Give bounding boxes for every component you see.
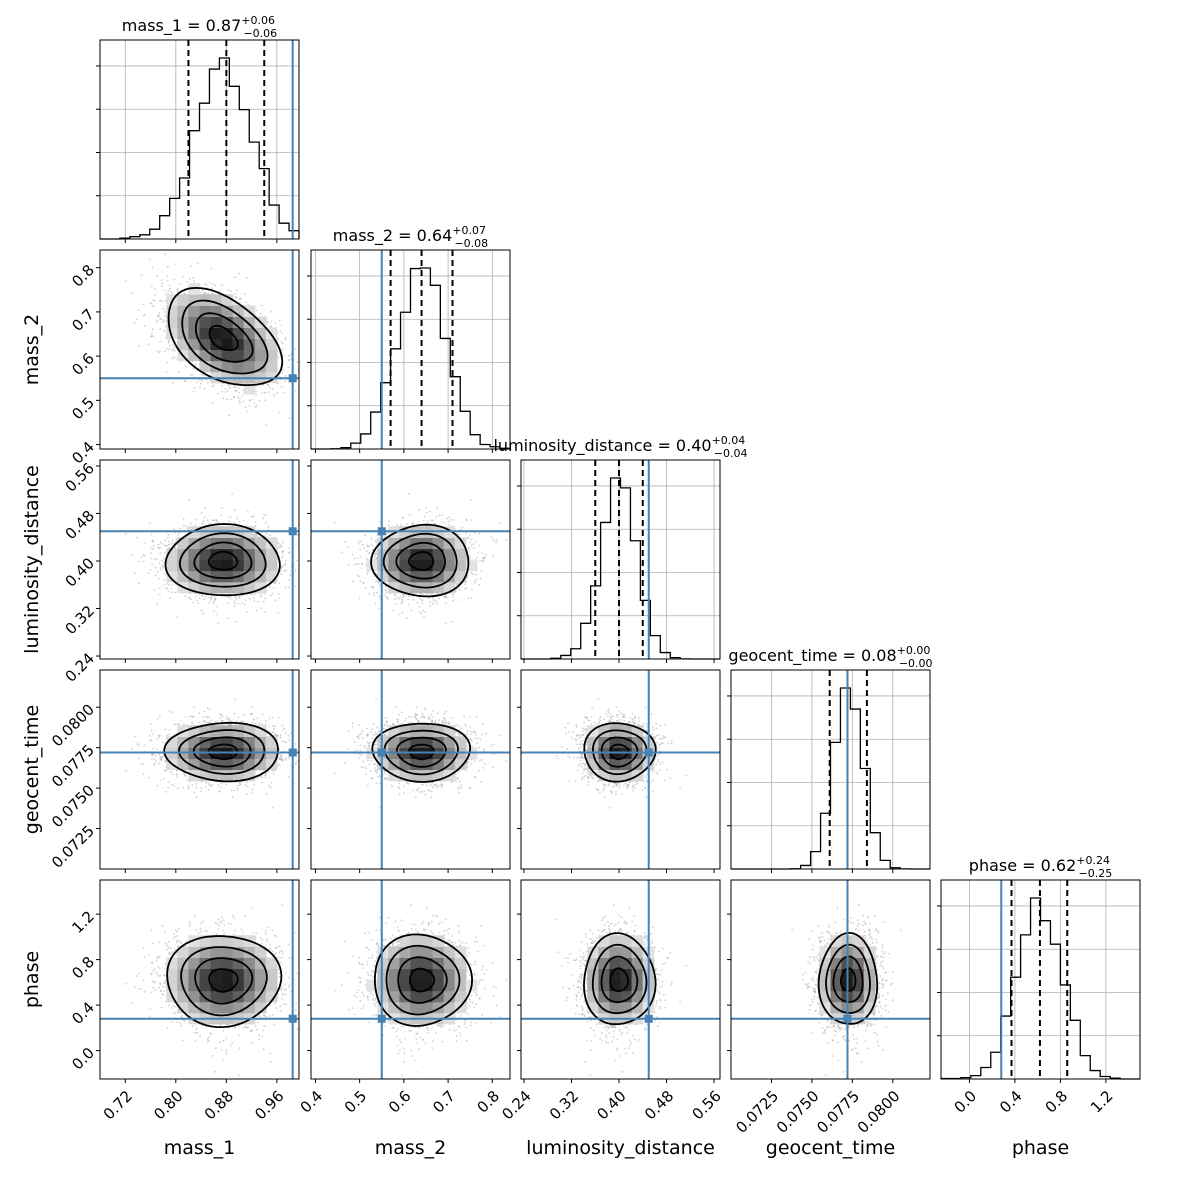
truth-marker — [288, 748, 297, 757]
xtick-label: 0.56 — [688, 1087, 724, 1123]
panel-luminosity_distance-vs-phase — [517, 879, 721, 1083]
contours — [167, 286, 284, 386]
panel-mass_1-vs-luminosity_distance — [96, 459, 300, 663]
histogram-phase — [940, 897, 1140, 1080]
diag-panel-phase: phase = 0.62+0.24 −0.25 — [937, 854, 1141, 1080]
xlabel-luminosity_distance: luminosity_distance — [526, 1137, 715, 1159]
xlabel-mass_1: mass_1 — [164, 1137, 236, 1159]
xtick-label: 0.88 — [201, 1087, 237, 1123]
ytick-label: 0.32 — [62, 602, 98, 638]
ytick-label: 0.8 — [68, 953, 98, 983]
truth-marker — [644, 748, 653, 757]
xtick-label: 0.48 — [641, 1087, 677, 1123]
ylabel-mass_2: mass_2 — [21, 314, 43, 386]
truth-marker — [377, 1014, 386, 1023]
xtick-label: 0.0750 — [773, 1087, 823, 1137]
ytick-label: 0.40 — [62, 554, 98, 590]
diag-panel-geocent_time: geocent_time = 0.08+0.00 −0.00 — [727, 644, 933, 870]
density-cells — [366, 935, 478, 1025]
ytick-label: 0.6 — [68, 349, 98, 379]
xtick-label: 0.40 — [593, 1087, 629, 1123]
ytick-label: 0.0800 — [48, 700, 98, 750]
xtick-label: 1.2 — [1087, 1087, 1117, 1117]
ytick-label: 0.8 — [68, 261, 98, 291]
contours — [817, 931, 879, 1025]
xlabel-mass_2: mass_2 — [375, 1137, 447, 1159]
ytick-label: 0.0775 — [48, 741, 98, 791]
panel-mass_1-vs-geocent_time — [96, 669, 300, 873]
xtick-label: 0.80 — [150, 1087, 186, 1123]
ytick-label: 0.0725 — [48, 822, 98, 872]
truth-marker — [288, 527, 297, 536]
xtick-label: 0.4 — [996, 1087, 1026, 1117]
truth-marker — [644, 1014, 653, 1023]
panel-mass_1-vs-phase — [96, 879, 300, 1083]
ytick-label: 0.24 — [62, 649, 98, 685]
diag-grid — [307, 250, 510, 449]
truth-marker — [288, 1014, 297, 1023]
truth-marker — [843, 1014, 852, 1023]
ylabel-geocent_time: geocent_time — [21, 705, 43, 834]
histogram-luminosity_distance — [521, 477, 720, 660]
panel-mass_2-vs-phase — [307, 879, 511, 1083]
xtick-label: 0.32 — [546, 1087, 582, 1123]
ytick-label: 0.48 — [62, 507, 98, 543]
xtick-label: 0.0725 — [732, 1087, 782, 1137]
panel-mass_2-vs-luminosity_distance — [307, 459, 511, 663]
ylabel-luminosity_distance: luminosity_distance — [21, 465, 43, 654]
panel-mass_1-vs-mass_2 — [96, 249, 300, 453]
ytick-label: 0.5 — [68, 394, 98, 424]
ytick-label: 0.0 — [68, 1044, 98, 1074]
contours — [166, 935, 283, 1028]
xtick-label: 0.4 — [297, 1087, 327, 1117]
ytick-label: 0.0750 — [48, 781, 98, 831]
title-phase: phase = 0.62+0.24 −0.25 — [969, 854, 1112, 880]
truth-marker — [377, 748, 386, 757]
ytick-label: 0.7 — [68, 305, 98, 335]
ytick-label: 0.4 — [68, 998, 98, 1028]
xtick-label: 0.0 — [951, 1087, 981, 1117]
xtick-label: 0.6 — [385, 1087, 415, 1117]
xtick-label: 0.8 — [1042, 1087, 1072, 1117]
ylabel-phase: phase — [21, 951, 43, 1008]
diag-panel-mass_2: mass_2 = 0.64+0.07 −0.08 — [307, 224, 511, 450]
title-mass_1: mass_1 = 0.87+0.06 −0.06 — [122, 14, 277, 40]
xtick-label: 0.7 — [429, 1087, 459, 1117]
diag-panel-mass_1: mass_1 = 0.87+0.06 −0.06 — [96, 14, 300, 240]
xtick-label: 0.72 — [100, 1087, 136, 1123]
xtick-label: 0.0800 — [854, 1087, 904, 1137]
truth-marker — [288, 374, 297, 383]
diag-grid — [727, 670, 930, 869]
xlabel-geocent_time: geocent_time — [766, 1137, 895, 1159]
xtick-label: 0.24 — [498, 1087, 534, 1123]
diag-panel-luminosity_distance: luminosity_distance = 0.40+0.04 −0.04 — [493, 434, 748, 660]
histogram-mass_1 — [100, 57, 300, 240]
xlabel-phase: phase — [1012, 1137, 1069, 1159]
panel-mass_2-vs-geocent_time — [307, 669, 511, 873]
xtick-label: 0.5 — [341, 1087, 371, 1117]
title-geocent_time: geocent_time = 0.08+0.00 −0.00 — [728, 644, 932, 670]
truth-marker — [377, 527, 386, 536]
title-luminosity_distance: luminosity_distance = 0.40+0.04 −0.04 — [493, 434, 747, 460]
ytick-label: 0.56 — [62, 459, 98, 495]
xtick-label: 0.96 — [251, 1087, 287, 1123]
title-mass_2: mass_2 = 0.64+0.07 −0.08 — [333, 224, 488, 250]
histogram-mass_2 — [311, 267, 511, 450]
density-cells — [587, 935, 655, 1025]
xtick-label: 0.0775 — [813, 1087, 863, 1137]
ytick-label: 1.2 — [68, 907, 98, 937]
panel-luminosity_distance-vs-geocent_time — [517, 669, 721, 873]
contours — [164, 523, 281, 597]
panel-geocent_time-vs-phase — [727, 879, 931, 1083]
contours — [370, 523, 470, 598]
